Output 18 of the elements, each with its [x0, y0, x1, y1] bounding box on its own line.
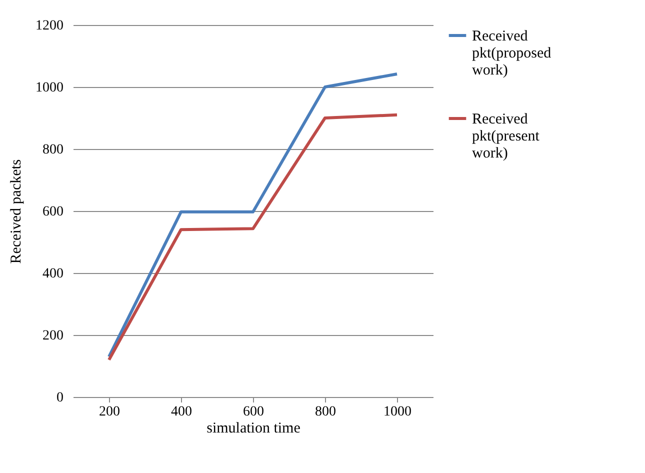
y-tick-label: 0 [56, 390, 64, 406]
y-tick-label: 200 [42, 328, 64, 344]
line-series [108, 113, 398, 362]
x-tick-label: 800 [315, 404, 336, 420]
legend-label: Received pkt(proposed work) [472, 28, 552, 78]
y-tick-label: 600 [42, 204, 64, 220]
y-tick-label: 1200 [36, 18, 64, 34]
y-tick-label: 800 [42, 142, 64, 158]
x-tick-label: 1000 [384, 404, 412, 420]
legend-label: Received pkt(present work) [472, 112, 540, 162]
x-axis-title: simulation time [206, 420, 301, 436]
x-tick-label: 400 [171, 404, 192, 420]
line-series [108, 72, 398, 358]
x-tick-label: 600 [243, 404, 264, 420]
y-tick-label: 400 [42, 266, 64, 282]
y-axis-title: Received packets [8, 159, 24, 264]
x-tick-label: 200 [99, 404, 120, 420]
y-tick-label: 1000 [36, 80, 64, 96]
